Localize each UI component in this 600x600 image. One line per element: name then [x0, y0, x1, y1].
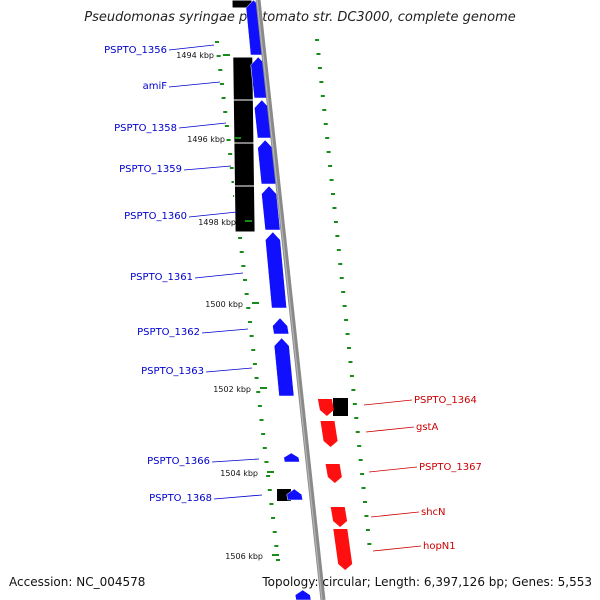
forward-gene-arrow [272, 317, 290, 335]
label-leader-line [368, 466, 418, 473]
label-leader-line [183, 165, 232, 171]
label-leader-line [168, 81, 221, 88]
label-leader-line [365, 426, 415, 433]
kbp-tick-label: 1506 kbp [225, 552, 263, 561]
forward-gene-arrow [265, 231, 287, 309]
kbp-tick-label: 1496 kbp [187, 135, 225, 144]
gene-track [245, 0, 353, 600]
pseudogene-block [232, 99, 255, 144]
forward-gene-arrow [273, 337, 295, 397]
reverse-gene-arrow [317, 399, 334, 416]
label-leader-line [201, 328, 249, 334]
genome-backbone [255, 0, 326, 600]
forward-gene-label[interactable]: PSPTO_1358 [114, 123, 177, 134]
forward-gene-label[interactable]: PSPTO_1359 [119, 164, 182, 175]
accession-label: Accession: NC_004578 [9, 575, 146, 589]
label-leader-line [188, 211, 238, 218]
forward-gene-arrow [283, 452, 300, 463]
reverse-gene-label[interactable]: hopN1 [423, 541, 456, 552]
topology-label: Topology: circular; Length: 6,397,126 bp… [262, 575, 592, 589]
reverse-gene-arrow [330, 507, 348, 527]
backbone-highlight [256, 0, 323, 600]
label-leader-line [211, 458, 260, 463]
pseudogene-block [333, 398, 348, 416]
kbp-tick-label: 1502 kbp [213, 385, 251, 394]
label-leader-line [168, 44, 215, 51]
label-leader-line [372, 545, 422, 552]
label-leader-line [370, 511, 420, 518]
forward-gene-label[interactable]: PSPTO_1366 [147, 456, 210, 467]
forward-gene-arrow [294, 589, 312, 600]
pseudogene-block [232, 56, 254, 101]
reverse-gene-arrow [320, 421, 338, 447]
forward-gene-label[interactable]: PSPTO_1363 [141, 366, 204, 377]
pseudogene-track [231, 0, 348, 501]
label-leader-line [213, 494, 263, 500]
backbone-line [255, 0, 326, 600]
forward-gene-label[interactable]: PSPTO_1362 [137, 327, 200, 338]
label-leader-line [194, 272, 244, 279]
reverse-gene-label[interactable]: PSPTO_1364 [414, 395, 477, 406]
kbp-tick-label: 1500 kbp [205, 300, 243, 309]
reverse-gene-label[interactable]: PSPTO_1367 [419, 462, 482, 473]
kbp-tick-label: 1494 kbp [176, 51, 214, 60]
kbp-tick-label: 1504 kbp [220, 469, 258, 478]
label-leader-line [205, 367, 253, 373]
kbp-labels: 1494 kbp 1496 kbp 1498 kbp 1500 kbp 1502 kbp… [176, 51, 279, 561]
forward-gene-label[interactable]: PSPTO_1361 [130, 272, 193, 283]
kbp-tick-label: 1498 kbp [198, 218, 236, 227]
forward-gene-label[interactable]: PSPTO_1356 [104, 45, 167, 56]
map-title: Pseudomonas syringae pv. tomato str. DC3… [84, 10, 516, 25]
pseudogene-block [233, 142, 255, 187]
forward-gene-label[interactable]: PSPTO_1368 [149, 493, 212, 504]
label-leader-line [178, 122, 227, 129]
forward-gene-label[interactable]: PSPTO_1360 [124, 211, 187, 222]
forward-gene-arrow [261, 185, 281, 231]
label-leader-line [363, 399, 413, 406]
gene-labels: PSPTO_1356 amiF PSPTO_1358 PSPTO_1359 PSPTO_… [104, 44, 482, 552]
reverse-gene-label[interactable]: shcN [421, 507, 446, 518]
pseudogene-block [233, 185, 256, 233]
reverse-gene-label[interactable]: gstA [416, 422, 438, 433]
reverse-gene-arrow [333, 529, 353, 570]
forward-gene-label[interactable]: amiF [143, 81, 168, 92]
reverse-gene-arrow [325, 464, 342, 483]
forward-gene-arrow [286, 488, 303, 501]
